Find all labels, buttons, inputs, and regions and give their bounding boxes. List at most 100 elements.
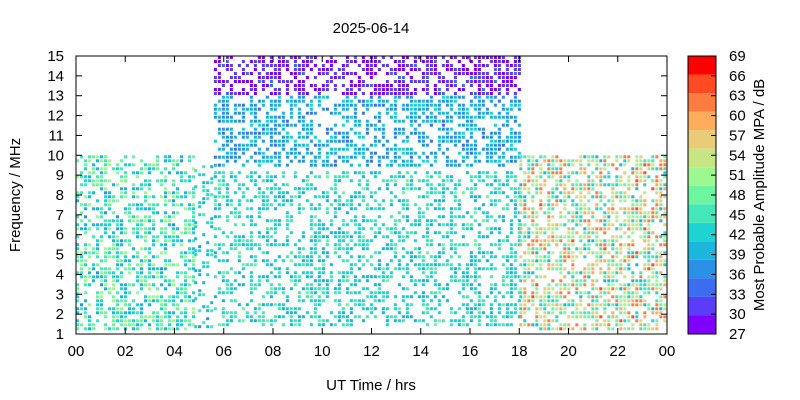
heatmap-cell <box>551 215 555 219</box>
heatmap-cell <box>393 227 397 231</box>
heatmap-cell <box>309 203 313 207</box>
heatmap-cell <box>607 183 611 187</box>
heatmap-cell <box>501 115 505 119</box>
heatmap-cell <box>297 119 301 123</box>
heatmap-cell <box>393 175 397 179</box>
heatmap-cell <box>449 119 453 123</box>
heatmap-cell <box>108 207 111 211</box>
heatmap-cell <box>325 207 329 211</box>
heatmap-cell <box>591 327 595 331</box>
heatmap-cell <box>453 207 457 211</box>
heatmap-cell <box>104 255 107 259</box>
heatmap-cell <box>519 275 523 279</box>
heatmap-cell <box>607 207 611 211</box>
heatmap-cell <box>433 255 437 259</box>
heatmap-cell <box>485 151 489 155</box>
heatmap-cell <box>497 187 501 191</box>
heatmap-cell <box>599 207 603 211</box>
heatmap-cell <box>493 191 497 195</box>
heatmap-cell <box>611 247 615 251</box>
heatmap-cell <box>373 219 377 223</box>
heatmap-cell <box>349 299 353 303</box>
heatmap-cell <box>377 111 381 115</box>
heatmap-cell <box>253 195 257 199</box>
heatmap-cell <box>136 311 139 315</box>
heatmap-cell <box>437 80 441 83</box>
y-tick-label: 12 <box>47 108 64 125</box>
heatmap-cell <box>437 283 441 287</box>
heatmap-cell <box>108 191 111 195</box>
heatmap-cell <box>152 315 155 319</box>
heatmap-cell <box>563 303 567 307</box>
heatmap-cell <box>457 95 461 99</box>
heatmap-cell <box>587 227 591 231</box>
heatmap-cell <box>136 219 139 223</box>
heatmap-cell <box>615 239 619 243</box>
heatmap-cell <box>535 255 539 259</box>
heatmap-cell <box>505 207 509 211</box>
heatmap-cell <box>168 159 171 163</box>
heatmap-cell <box>192 155 195 159</box>
heatmap-cell <box>461 107 465 111</box>
heatmap-cell <box>112 275 115 279</box>
heatmap-cell <box>329 187 333 191</box>
heatmap-cell <box>381 131 385 135</box>
heatmap-cell <box>651 163 655 167</box>
heatmap-cell <box>361 155 365 159</box>
heatmap-cell <box>136 327 139 331</box>
heatmap-cell <box>453 84 457 87</box>
heatmap-cell <box>349 263 353 267</box>
heatmap-cell <box>265 76 269 79</box>
heatmap-cell <box>297 307 301 311</box>
heatmap-cell <box>176 227 179 231</box>
heatmap-cell <box>297 275 301 279</box>
heatmap-cell <box>437 99 441 103</box>
heatmap-cell <box>253 259 257 263</box>
heatmap-cell <box>325 72 329 75</box>
heatmap-cell <box>265 119 269 123</box>
heatmap-cell <box>373 207 377 211</box>
heatmap-cell <box>481 255 485 259</box>
heatmap-cell <box>237 171 241 175</box>
heatmap-cell <box>144 299 147 303</box>
heatmap-cell <box>623 199 627 203</box>
heatmap-cell <box>297 203 301 207</box>
heatmap-cell <box>198 249 202 253</box>
heatmap-cell <box>269 56 273 59</box>
heatmap-cell <box>599 303 603 307</box>
heatmap-cell <box>509 283 513 287</box>
heatmap-cell <box>253 111 257 115</box>
heatmap-cell <box>148 219 151 223</box>
heatmap-cell <box>453 131 457 135</box>
heatmap-cell <box>373 299 377 303</box>
heatmap-cell <box>437 263 441 267</box>
heatmap-cell <box>485 267 489 271</box>
heatmap-cell <box>120 167 123 171</box>
heatmap-cell <box>505 107 509 111</box>
heatmap-cell <box>587 159 591 163</box>
heatmap-cell <box>289 159 293 163</box>
heatmap-cell <box>461 283 465 287</box>
heatmap-cell <box>140 319 143 323</box>
heatmap-cell <box>509 187 513 191</box>
heatmap-cell <box>194 281 198 285</box>
heatmap-cell <box>333 123 337 127</box>
heatmap-cell <box>321 195 325 199</box>
heatmap-cell <box>563 215 567 219</box>
heatmap-cell <box>317 207 321 211</box>
heatmap-cell <box>168 171 171 175</box>
heatmap-cell <box>213 255 217 259</box>
heatmap-cell <box>519 155 523 159</box>
heatmap-cell <box>409 92 413 95</box>
heatmap-cell <box>493 243 497 247</box>
heatmap-cell <box>555 179 559 183</box>
heatmap-cell <box>405 231 409 235</box>
heatmap-cell <box>176 319 179 323</box>
heatmap-cell <box>96 251 99 255</box>
heatmap-cell <box>425 155 429 159</box>
heatmap-cell <box>365 107 369 111</box>
heatmap-cell <box>497 155 501 159</box>
heatmap-cell <box>595 207 599 211</box>
heatmap-cell <box>509 80 513 83</box>
heatmap-cell <box>124 319 127 323</box>
